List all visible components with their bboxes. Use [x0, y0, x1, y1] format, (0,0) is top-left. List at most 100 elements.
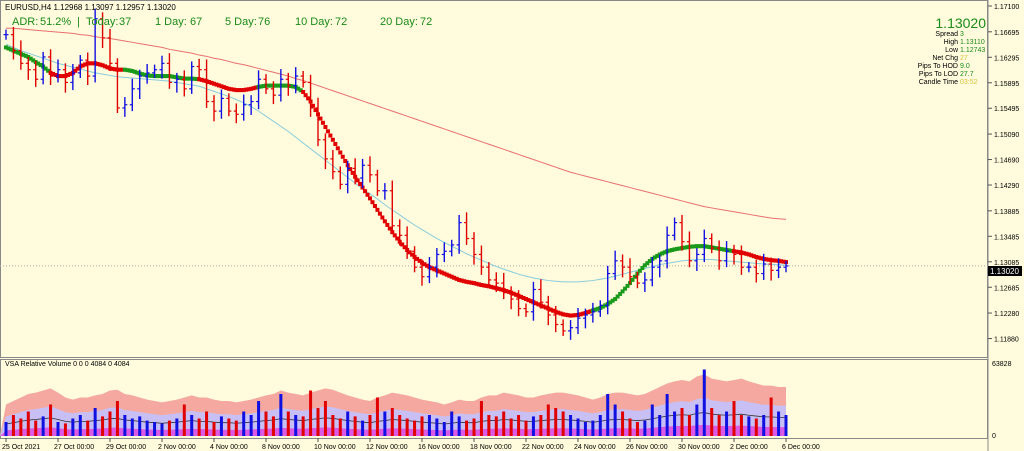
- volume-bar: [153, 422, 157, 436]
- ma-fast-dot: [375, 207, 380, 212]
- ma-fast-dot: [432, 267, 437, 272]
- ma-fast-dot: [429, 266, 434, 271]
- ma-fast-dot: [613, 297, 618, 302]
- ma-fast-dot: [615, 294, 620, 299]
- ma-slow-line: [6, 27, 787, 220]
- ma-fast-dot: [112, 67, 117, 72]
- ma-fast-dot: [561, 312, 566, 317]
- ma-fast-dot: [110, 66, 115, 71]
- volume-bar: [286, 411, 290, 436]
- y-tick-label: 1.12685: [994, 285, 1019, 292]
- ma-fast-dot: [157, 74, 162, 79]
- ma-fast-dot: [202, 78, 207, 83]
- x-tick-label: 24 Nov 00:00: [574, 444, 616, 451]
- ma-fast-dot: [234, 88, 239, 93]
- ma-fast-dot: [313, 108, 318, 113]
- ma-fast-dot: [452, 275, 457, 280]
- adr-separator: |: [77, 16, 80, 28]
- ma-fast-dot: [647, 259, 652, 264]
- y-tick-label: 1.15895: [994, 81, 1019, 88]
- ma-fast-dot: [640, 266, 645, 271]
- info-row-value: 1.12743: [960, 47, 985, 54]
- ma-fast-dot: [692, 244, 697, 249]
- ma-fast-dot: [558, 311, 563, 316]
- volume-bar: [524, 420, 528, 436]
- volume-bar: [635, 422, 639, 436]
- ma-fast-dot: [660, 251, 665, 256]
- ma-fast-dot: [756, 255, 761, 260]
- ma-fast-dot: [16, 50, 21, 55]
- current-price-box: [988, 266, 1022, 276]
- volume-bar: [754, 418, 758, 436]
- current-price-label: 1.13020: [990, 267, 1019, 276]
- ma-fast-dot: [474, 281, 479, 286]
- ma-fast-dot: [682, 245, 687, 250]
- volume-bar: [777, 411, 781, 436]
- ma-fast-dot: [212, 81, 216, 86]
- ma-fast-dot: [642, 263, 647, 268]
- ma-fast-dot: [521, 295, 526, 300]
- adr-header: ADR: 51.2% | Today: 37 1 Day: 67 5 Day: …: [12, 16, 432, 28]
- volume-bar: [138, 416, 142, 436]
- info-row-value: 3: [960, 31, 964, 38]
- day10-value: 72: [335, 16, 347, 28]
- x-tick-label: 2 Dec 00:00: [730, 444, 768, 451]
- x-tick-label: 29 Oct 00:00: [106, 444, 146, 451]
- ma-fast-dot: [241, 88, 246, 93]
- ma-fast-dot: [311, 103, 316, 108]
- y-tick-label: 1.12280: [994, 311, 1019, 318]
- volume-bar: [427, 415, 431, 436]
- ma-fast-dot: [380, 215, 385, 220]
- volume-bar: [34, 420, 38, 436]
- ma-fast-dot: [779, 259, 784, 264]
- ma-fast-dot: [209, 80, 214, 85]
- ma-fast-dot: [667, 248, 672, 253]
- volume-bar: [665, 394, 669, 436]
- ma-fast-dot: [610, 298, 615, 303]
- ma-fast-dot: [459, 278, 464, 283]
- volume-bar: [643, 420, 647, 436]
- volume-bar: [11, 415, 15, 436]
- ma-fast-dot: [169, 74, 174, 79]
- ma-fast-dot: [704, 244, 709, 249]
- ma-mid-line: [5, 43, 787, 283]
- ma-fast-dot: [246, 87, 251, 92]
- volume-bar: [769, 397, 773, 436]
- ma-fast-dot: [358, 181, 363, 186]
- volume-bar: [249, 415, 253, 436]
- ma-fast-dot: [68, 71, 73, 76]
- volume-bar: [49, 404, 53, 436]
- ma-fast-dot: [330, 137, 335, 142]
- volume-bar: [598, 415, 602, 436]
- ma-fast-dot: [442, 271, 447, 276]
- ma-fast-dot: [410, 252, 415, 257]
- x-tick-label: 27 Oct 00:00: [54, 444, 94, 451]
- ma-fast-dot: [415, 256, 420, 261]
- ma-fast-dot: [199, 77, 204, 82]
- info-row-value: 27.7: [960, 71, 974, 78]
- ma-fast-dot: [333, 142, 338, 147]
- volume-bar: [717, 415, 721, 436]
- ma-fast-dot: [266, 83, 271, 88]
- ma-fast-dot: [348, 167, 353, 172]
- ma-fast-dot: [365, 192, 370, 197]
- ma-fast-dot: [301, 90, 306, 94]
- volume-title: VSA Relative Volume 0 0 0 4084 0 4084: [5, 361, 130, 368]
- volume-bar: [583, 422, 587, 436]
- ma-fast-dot: [231, 87, 236, 92]
- ma-fast-dot: [122, 67, 127, 72]
- ma-fast-dot: [281, 83, 286, 88]
- volume-bar: [710, 408, 714, 436]
- ma-fast-dot: [155, 74, 160, 79]
- ma-fast-dot: [727, 248, 732, 253]
- info-row-label: Net Chg: [932, 55, 958, 62]
- ma-fast-dot: [303, 93, 308, 98]
- ma-fast-dot: [36, 61, 41, 66]
- day20-label: 20 Day:: [380, 16, 418, 28]
- volume-bar: [182, 404, 186, 436]
- ma-fast-dot: [774, 258, 779, 263]
- ma-fast-dot: [28, 56, 33, 61]
- volume-bar: [465, 420, 469, 436]
- ma-fast-dot: [120, 67, 125, 72]
